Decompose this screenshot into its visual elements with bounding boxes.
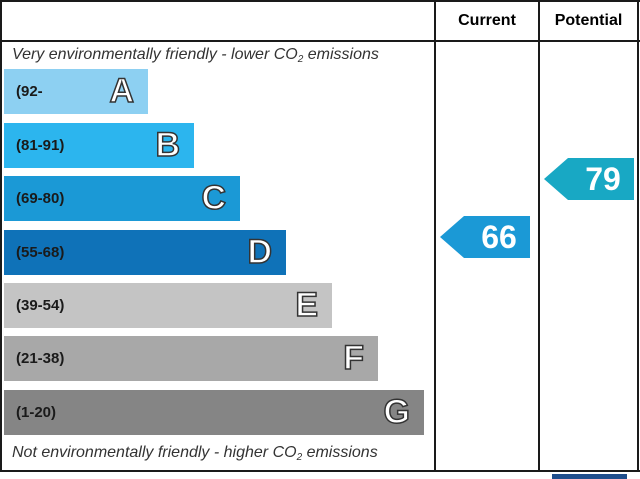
bottom-note-text-end: emissions <box>302 444 378 461</box>
potential-header: Potential <box>554 12 623 29</box>
band-d-range: (55-68) <box>16 244 65 261</box>
bottom-border <box>0 470 640 472</box>
potential-column-divider <box>538 0 540 472</box>
band-b-letter: B <box>155 125 181 165</box>
band-f-letter: F <box>342 338 364 378</box>
bottom-right-strip <box>552 474 627 479</box>
top-note-sub: 2 <box>297 54 304 65</box>
top-border <box>0 0 640 2</box>
band-d-letter: D <box>247 232 273 272</box>
band-a-range: (92- <box>16 83 43 100</box>
band-c-range: (69-80) <box>16 190 65 207</box>
right-border <box>637 0 639 472</box>
top-note-text-end: emissions <box>303 46 379 63</box>
band-c: (69-80) C <box>4 176 240 221</box>
band-f: (21-38) F <box>4 336 378 381</box>
band-c-letter: C <box>201 178 227 218</box>
band-g-range: (1-20) <box>16 404 57 421</box>
band-a: (92- A <box>4 69 148 114</box>
band-e-letter: E <box>295 285 319 325</box>
bottom-note-text: Not environmentally friendly - higher CO <box>12 444 297 461</box>
band-d: (55-68) D <box>4 230 286 275</box>
band-g: (1-20) G <box>4 390 424 435</box>
band-g-letter: G <box>383 392 411 432</box>
potential-rating-arrow: 79 <box>544 158 634 200</box>
bottom-note: Not environmentally friendly - higher CO… <box>12 444 378 463</box>
current-rating-arrow: 66 <box>440 216 530 258</box>
left-border <box>0 0 2 472</box>
current-header: Current <box>458 12 516 29</box>
band-a-letter: A <box>109 71 135 111</box>
band-e-range: (39-54) <box>16 297 65 314</box>
current-column-divider <box>434 0 436 472</box>
band-b: (81-91) B <box>4 123 194 168</box>
header-divider <box>0 40 640 42</box>
top-note-text: Very environmentally friendly - lower CO <box>12 46 298 63</box>
bottom-note-sub: 2 <box>296 452 303 463</box>
band-e: (39-54) E <box>4 283 332 328</box>
band-b-range: (81-91) <box>16 137 65 154</box>
band-f-range: (21-38) <box>16 350 65 367</box>
top-note: Very environmentally friendly - lower CO… <box>12 46 379 65</box>
